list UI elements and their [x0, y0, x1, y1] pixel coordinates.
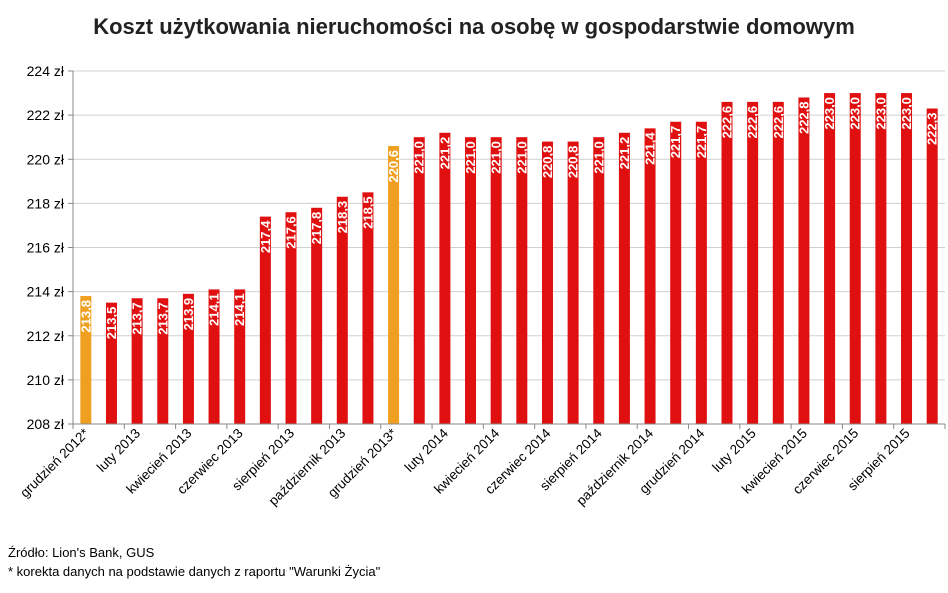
data-label: 223,0: [873, 97, 888, 130]
data-label: 221,4: [643, 132, 658, 165]
data-label: 222,6: [720, 106, 735, 139]
x-tick-label: luty 2014: [402, 425, 452, 475]
bar: [439, 132, 451, 424]
bar: [80, 296, 92, 424]
y-tick-label: 214 zł: [27, 284, 65, 300]
bar: [772, 101, 784, 424]
x-tick-label: luty 2015: [709, 426, 758, 475]
y-tick-label: 216 zł: [27, 240, 65, 256]
bar: [336, 196, 348, 424]
data-label: 221,0: [514, 141, 529, 174]
bars: [80, 93, 938, 425]
bar: [901, 93, 913, 424]
y-tick-label: 224 zł: [27, 63, 65, 79]
data-label: 213,7: [155, 302, 170, 335]
bar: [593, 137, 605, 424]
bar: [567, 141, 579, 424]
data-label: 214,1: [207, 293, 222, 326]
x-tick-label: grudzień 2012*: [17, 425, 92, 500]
gridlines: [73, 70, 945, 425]
data-label: 221,7: [694, 126, 709, 159]
data-label: 217,8: [309, 212, 324, 245]
bar: [157, 298, 169, 424]
bar: [644, 128, 656, 425]
data-label: 220,8: [540, 146, 555, 179]
y-axis: 208 zł 210 zł 212 zł 214 zł 216 zł 218 zł 220 …: [27, 63, 74, 432]
bar: [182, 293, 194, 424]
bar: [105, 302, 117, 424]
data-label: 217,4: [258, 220, 273, 253]
data-label: 223,0: [899, 97, 914, 130]
bar: [388, 146, 400, 424]
source-note: Źródło: Lion's Bank, GUS: [8, 545, 155, 560]
data-label: 213,8: [78, 300, 93, 333]
bar: [465, 137, 477, 424]
bar: [234, 289, 246, 424]
y-tick-label: 210 zł: [27, 372, 65, 388]
y-tick-label: 208 zł: [27, 416, 65, 432]
data-label: 222,3: [925, 113, 940, 146]
data-label: 214,1: [232, 293, 247, 326]
bar: [798, 97, 810, 424]
data-label: 223,0: [848, 97, 863, 130]
data-label: 223,0: [822, 97, 837, 130]
data-label: 217,6: [284, 216, 299, 249]
data-label: 213,5: [104, 307, 119, 340]
y-tick-label: 222 zł: [27, 107, 65, 123]
bar: [131, 298, 143, 424]
bar: [413, 137, 425, 424]
data-label: 221,0: [412, 141, 427, 174]
data-label: 221,0: [489, 141, 504, 174]
data-label: 221,0: [463, 141, 478, 174]
data-label: 221,7: [668, 126, 683, 159]
chart-title: Koszt użytkowania nieruchomości na osobę…: [93, 14, 855, 39]
data-label: 221,0: [591, 141, 606, 174]
data-label: 221,2: [437, 137, 452, 170]
data-label: 213,7: [130, 302, 145, 335]
data-label: 218,3: [335, 201, 350, 234]
data-label: 222,6: [771, 106, 786, 139]
bar: [824, 93, 836, 424]
data-label: 220,6: [386, 150, 401, 183]
y-tick-label: 218 zł: [27, 195, 65, 211]
data-label: 213,9: [181, 298, 196, 331]
bar: [259, 216, 271, 424]
data-labels: 213,8 213,5 213,7 213,7 213,9 214,1 214,1 217,4…: [78, 97, 939, 339]
bar: [311, 207, 323, 424]
bar: [849, 93, 861, 424]
bar: [670, 121, 682, 425]
bar: [618, 132, 630, 424]
data-label: 220,8: [566, 146, 581, 179]
footnote: * korekta danych na podstawie danych z r…: [8, 564, 381, 579]
data-label: 221,2: [617, 137, 632, 170]
bar: [695, 121, 707, 425]
bar: [516, 137, 528, 424]
data-label: 222,8: [796, 101, 811, 134]
data-label: 222,6: [745, 106, 760, 139]
bar: [541, 141, 553, 424]
bar: [490, 137, 502, 424]
x-tick-label: luty 2013: [94, 426, 143, 475]
bar: [747, 101, 759, 424]
bar: [208, 289, 220, 424]
bar: [875, 93, 887, 424]
bar: [285, 212, 297, 424]
data-label: 218,5: [360, 196, 375, 229]
bar: [362, 192, 374, 424]
y-tick-label: 212 zł: [27, 328, 65, 344]
y-tick-label: 220 zł: [27, 151, 65, 167]
bar: [721, 101, 733, 424]
bar: [926, 108, 938, 424]
